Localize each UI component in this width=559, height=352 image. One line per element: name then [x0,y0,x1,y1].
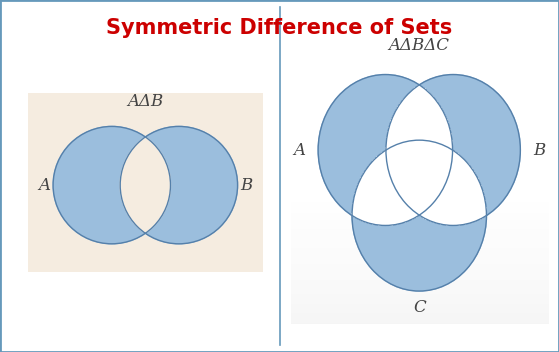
Circle shape [53,126,170,244]
Text: C: C [413,299,425,316]
Text: AΔB: AΔB [127,93,163,110]
Text: A: A [39,177,51,194]
Circle shape [352,140,486,291]
Polygon shape [120,137,170,233]
Text: A: A [293,142,305,158]
Circle shape [120,126,238,244]
FancyBboxPatch shape [28,93,263,272]
Circle shape [386,75,520,225]
Text: B: B [240,177,252,194]
Text: B: B [533,142,545,158]
Circle shape [318,75,453,225]
Text: Symmetric Difference of Sets: Symmetric Difference of Sets [106,18,453,38]
Text: AΔBΔC: AΔBΔC [389,37,450,54]
